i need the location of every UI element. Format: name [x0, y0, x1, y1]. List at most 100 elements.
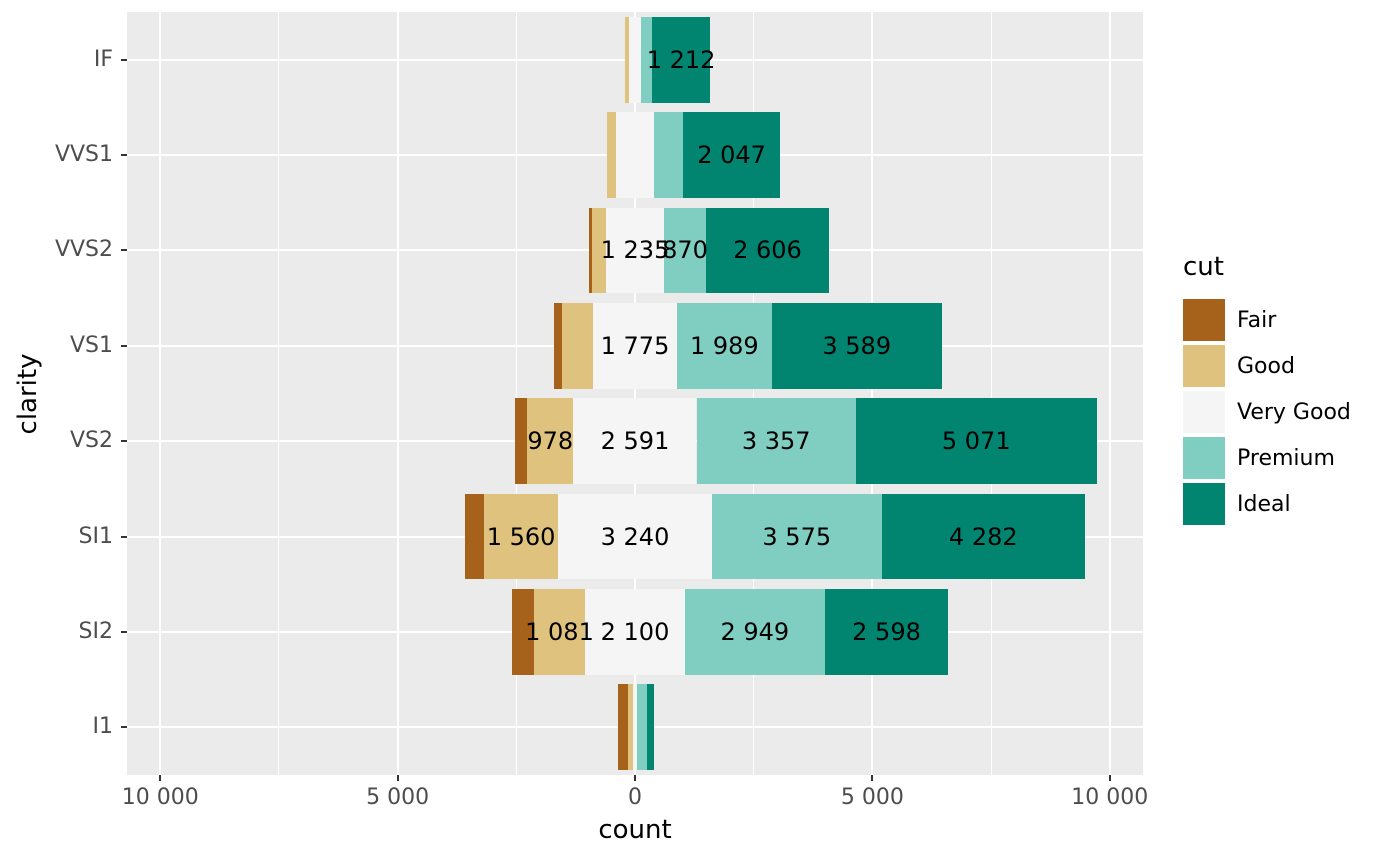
y-tick-mark — [121, 154, 127, 157]
y-tick-label-vs1: VS1 — [69, 332, 113, 358]
gridline-minor — [278, 12, 280, 775]
bar-value-label-si2-ideal: 2 598 — [852, 617, 921, 646]
legend-item-good: Good — [1183, 345, 1351, 388]
bar-value-label-vs2-very-good: 2 591 — [600, 427, 670, 456]
bar-segment-vvs2-ideal — [705, 207, 830, 294]
bar-segment-vvs2-premium — [664, 207, 706, 294]
bar-segment-si2-good — [533, 589, 586, 675]
legend-item-very-good: Very Good — [1183, 391, 1351, 434]
bar-value-label-vs2-premium: 3 357 — [741, 427, 811, 456]
legend-item-ideal: Ideal — [1183, 483, 1351, 526]
bar-segment-vs2-ideal — [855, 398, 1097, 485]
gridline-minor — [753, 12, 755, 775]
bar-value-label-vvs2-very-good: 1 235 — [600, 236, 670, 265]
bar-segment-i1-premium — [636, 684, 647, 771]
bar-segment-vs1-fair — [554, 302, 563, 389]
bar-segment-si1-ideal — [881, 493, 1085, 580]
bar-segment-vs1-very-good — [592, 302, 678, 389]
y-tick-mark — [121, 726, 127, 729]
legend-label-good: Good — [1237, 353, 1295, 379]
y-tick-label-vs2: VS2 — [69, 428, 113, 454]
bar-segment-vs2-very-good — [573, 398, 697, 485]
y-tick-mark — [121, 344, 127, 347]
bar-value-label-si2-good: 1 081 — [525, 617, 594, 646]
bar-segment-if-good — [625, 16, 629, 103]
bar-segment-si2-fair — [511, 589, 534, 675]
bar-segment-if-ideal — [652, 16, 710, 103]
y-tick-label-vvs1: VVS1 — [54, 142, 113, 168]
bar-value-label-vvs2-premium: 870 — [662, 236, 708, 265]
y-tick-label-vvs2: VVS2 — [54, 237, 113, 263]
bar-segment-si1-very-good — [558, 493, 712, 580]
bar-segment-si1-premium — [711, 493, 882, 580]
bar-value-label-vvs2-ideal: 2 606 — [733, 236, 802, 265]
bar-segment-vvs1-very-good — [616, 112, 654, 198]
x-tick-label: 5 000 — [840, 785, 904, 810]
legend-swatch-fair — [1183, 299, 1225, 342]
bar-segment-si2-premium — [684, 589, 825, 675]
bar-segment-vvs1-fair — [606, 112, 608, 198]
legend-swatch-very-good — [1183, 391, 1225, 434]
x-tick-mark — [634, 775, 636, 781]
bar-segment-i1-good — [628, 684, 633, 771]
bar-segment-vvs2-good — [592, 207, 606, 294]
bar-segment-i1-very-good — [633, 684, 637, 771]
y-tick-label-si1: SI1 — [78, 523, 113, 549]
x-tick-label: 10 000 — [121, 785, 199, 810]
gridline-major — [871, 12, 874, 775]
legend-swatch-premium — [1183, 437, 1225, 480]
bar-segment-if-premium — [641, 16, 653, 103]
bar-value-label-vs2-ideal: 5 071 — [941, 427, 1011, 456]
bar-segment-if-very-good — [628, 16, 642, 103]
bar-segment-vs2-good — [527, 398, 574, 485]
bar-segment-vs1-good — [562, 302, 593, 389]
gridline-minor — [990, 12, 992, 775]
bar-value-label-si2-premium: 2 949 — [720, 617, 790, 646]
legend-swatch-good — [1183, 345, 1225, 388]
y-tick-mark — [121, 630, 127, 633]
bar-segment-if-fair — [624, 16, 626, 103]
x-tick-label: 0 — [628, 785, 642, 810]
x-tick-mark — [1108, 775, 1111, 781]
bar-value-label-si2-very-good: 2 100 — [600, 617, 670, 646]
bar-segment-i1-ideal — [646, 684, 654, 771]
bar-segment-vvs2-very-good — [605, 207, 665, 294]
x-tick-label: 5 000 — [366, 785, 430, 810]
bar-segment-si1-good — [484, 493, 559, 580]
bar-segment-vvs1-good — [607, 112, 617, 198]
y-tick-label-i1: I1 — [92, 714, 114, 740]
bar-value-label-if-ideal: 1 212 — [646, 45, 716, 74]
y-axis-title: clarity — [13, 353, 43, 434]
legend-items: Fair Good Very Good Premium Ideal — [1183, 299, 1351, 526]
bar-value-label-vs2-good: 978 — [527, 427, 574, 456]
x-tick-mark — [396, 775, 399, 781]
bar-value-label-si1-premium: 3 575 — [762, 522, 832, 551]
gridline-major — [396, 12, 399, 775]
bar-segment-vs1-premium — [677, 302, 772, 389]
x-tick-mark — [871, 775, 874, 781]
bar-segment-vvs1-ideal — [682, 112, 781, 198]
bar-value-label-vs1-ideal: 3 589 — [822, 331, 892, 360]
bar-segment-si1-fair — [464, 493, 484, 580]
y-tick-mark — [121, 440, 127, 443]
bar-segment-si2-very-good — [585, 589, 685, 675]
bar-value-label-vs1-very-good: 1 775 — [600, 331, 670, 360]
y-tick-label-if: IF — [93, 46, 113, 72]
legend-item-fair: Fair — [1183, 299, 1351, 342]
gridline-major — [1108, 12, 1111, 775]
legend-label-very-good: Very Good — [1237, 399, 1351, 425]
bar-segment-i1-fair — [618, 684, 629, 771]
bar-segment-si2-ideal — [824, 589, 949, 675]
bar-value-label-vs1-premium: 1 989 — [689, 331, 759, 360]
bar-segment-vvs2-fair — [588, 207, 593, 294]
bar-value-label-si1-ideal: 4 282 — [948, 522, 1018, 551]
gridline-major — [634, 12, 636, 775]
gridline-minor — [515, 12, 517, 775]
legend-swatch-ideal — [1183, 483, 1225, 526]
bar-segment-vs2-fair — [514, 398, 528, 485]
x-tick-mark — [159, 775, 162, 781]
legend-label-ideal: Ideal — [1237, 491, 1291, 517]
bar-value-label-vvs1-ideal: 2 047 — [697, 141, 766, 170]
bar-segment-vs2-premium — [696, 398, 856, 485]
